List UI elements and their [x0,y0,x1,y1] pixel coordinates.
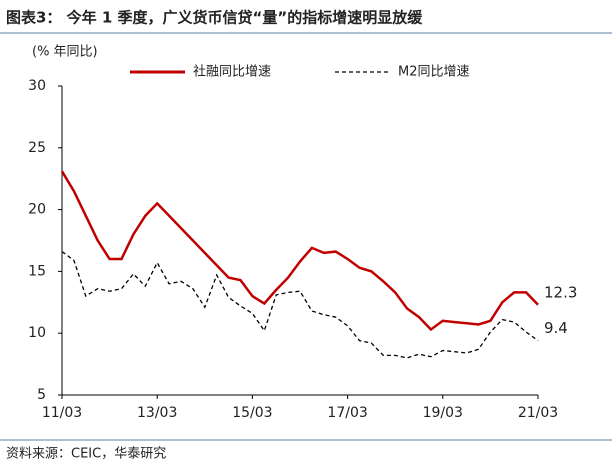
y-tick-label: 15 [28,263,46,279]
x-tick-label: 13/03 [137,405,177,421]
series-line [60,170,539,332]
legend-label: 社融同比增速 [193,64,271,80]
legend-label: M2同比增速 [398,65,470,80]
x-tick-label: 11/03 [42,405,82,421]
chart-title: 图表3： 今年 1 季度，广义货币信贷“量”的指标增速明显放缓 [6,9,423,27]
y-tick-label: 30 [28,78,46,94]
y-tick-label: 5 [37,387,46,403]
end-label: 9.4 [544,319,568,337]
x-tick-label: 17/03 [327,405,367,421]
end-label: 12.3 [544,283,577,301]
y-tick-label: 25 [28,140,46,156]
x-tick-label: 19/03 [423,405,463,421]
y-axis-label: (% 年同比) [32,45,98,60]
source: 资料来源：CEIC，华泰研究 [6,447,166,462]
y-tick-label: 10 [28,325,46,341]
y-tick-label: 20 [28,202,46,218]
series-line [61,251,539,359]
x-tick-label: 15/03 [232,405,272,421]
x-tick-label: 21/03 [518,405,558,421]
